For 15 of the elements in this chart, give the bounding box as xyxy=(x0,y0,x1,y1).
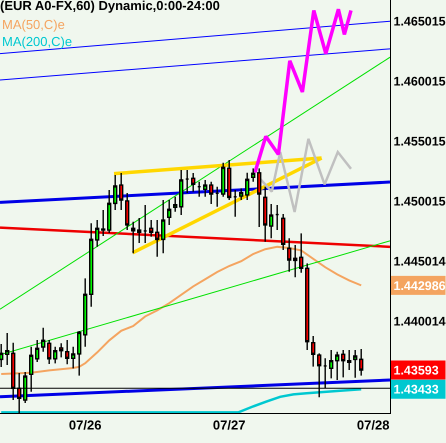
y-tick-label: 1.445014 xyxy=(394,254,446,268)
y-tick-label: 1.460015 xyxy=(394,74,446,88)
y-tick-label: 1.465015 xyxy=(394,14,446,28)
text: MA(200,C)e xyxy=(2,34,72,49)
x-tick-label: 07/26 xyxy=(68,418,102,433)
x-tick-label: 07/28 xyxy=(356,418,390,433)
text: MA(50,C)e xyxy=(2,17,65,32)
y-tick-label: 1.43433 xyxy=(394,382,439,397)
y-tick-label: 1.455015 xyxy=(394,134,446,148)
chart-title: (EUR A0-FX,60) Dynamic,0:00-24:00 xyxy=(0,0,220,14)
y-tick-label: 1.440014 xyxy=(394,314,446,328)
y-tick-label: 1.450015 xyxy=(394,194,446,208)
x-tick-label: 07/27 xyxy=(212,418,246,433)
y-tick-label: 1.43593 xyxy=(394,363,439,378)
y-tick-label: 1.442986 xyxy=(394,278,446,293)
